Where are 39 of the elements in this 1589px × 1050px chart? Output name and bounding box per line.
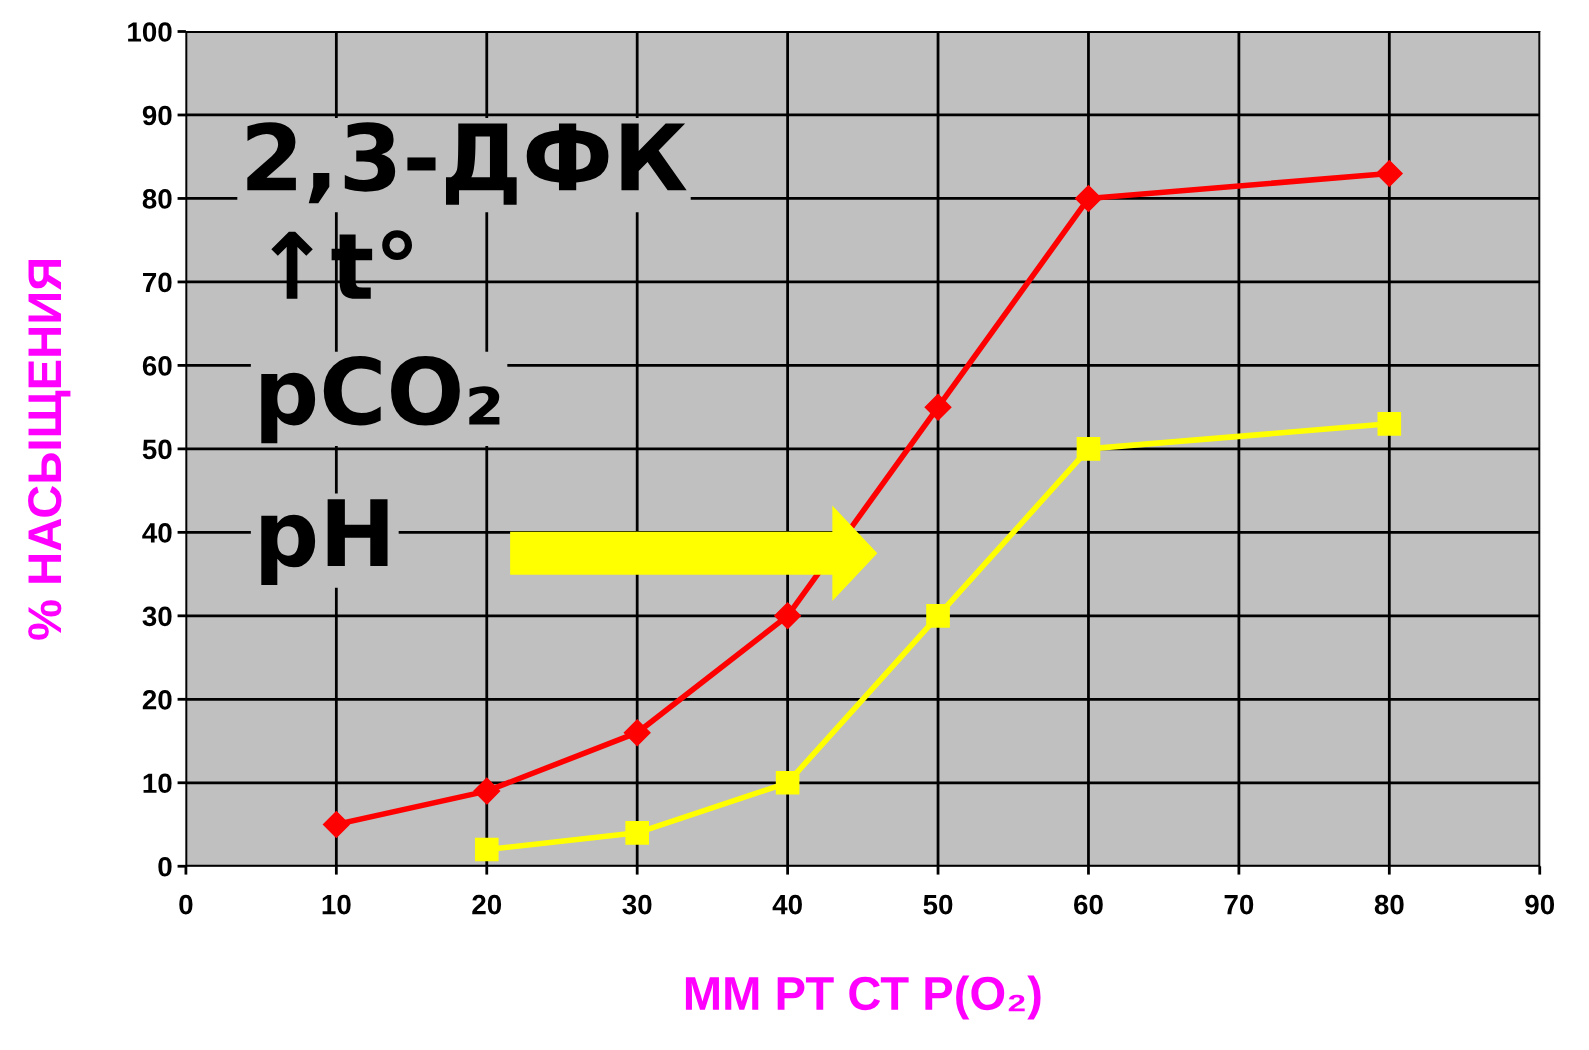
point bbox=[774, 602, 802, 630]
annotation: 2,3-ДФК bbox=[247, 122, 687, 205]
y-tick-label: 100 bbox=[128, 22, 172, 42]
x-tick-label: 10 bbox=[322, 894, 351, 915]
y-tick-label: 90 bbox=[142, 105, 172, 126]
point bbox=[625, 821, 649, 845]
point bbox=[322, 811, 350, 838]
y-tick-label: 40 bbox=[142, 523, 172, 543]
x-axis-title: ММ РТ СТ Р(O₂) bbox=[685, 975, 1041, 1020]
point bbox=[1075, 184, 1102, 212]
annotation: pH bbox=[261, 499, 388, 586]
x-tick-label: 40 bbox=[772, 894, 802, 915]
point bbox=[924, 393, 952, 421]
x-tick-label: 50 bbox=[923, 894, 953, 915]
x-tick-label: 70 bbox=[1224, 894, 1254, 915]
x-tick-label: 60 bbox=[1074, 894, 1103, 915]
point bbox=[1375, 159, 1403, 187]
point bbox=[1076, 437, 1101, 461]
y-tick-label: 10 bbox=[143, 773, 172, 794]
x-tick-label: 30 bbox=[622, 894, 652, 915]
x-tick-label: 80 bbox=[1374, 894, 1404, 915]
y-tick-label: 0 bbox=[158, 856, 172, 877]
y-tick-label: 60 bbox=[142, 356, 172, 376]
point bbox=[474, 837, 499, 862]
point bbox=[623, 719, 651, 747]
y-tick-label: 30 bbox=[142, 606, 172, 627]
point bbox=[1377, 412, 1402, 436]
point bbox=[473, 777, 501, 805]
y-tick-label: 20 bbox=[142, 689, 172, 710]
y-axis-title: % НАСЫЩЕНИЯ bbox=[28, 260, 71, 640]
y-tick-label: 70 bbox=[143, 272, 172, 293]
point bbox=[926, 604, 950, 628]
point bbox=[775, 770, 800, 795]
annotation: pCO₂ bbox=[261, 356, 500, 444]
y-tick-label: 50 bbox=[142, 439, 172, 460]
y-tick-label: 80 bbox=[142, 189, 172, 209]
x-tick-label: 20 bbox=[472, 894, 502, 915]
x-tick-label: 90 bbox=[1525, 894, 1555, 915]
x-tick-label: 0 bbox=[179, 894, 193, 915]
